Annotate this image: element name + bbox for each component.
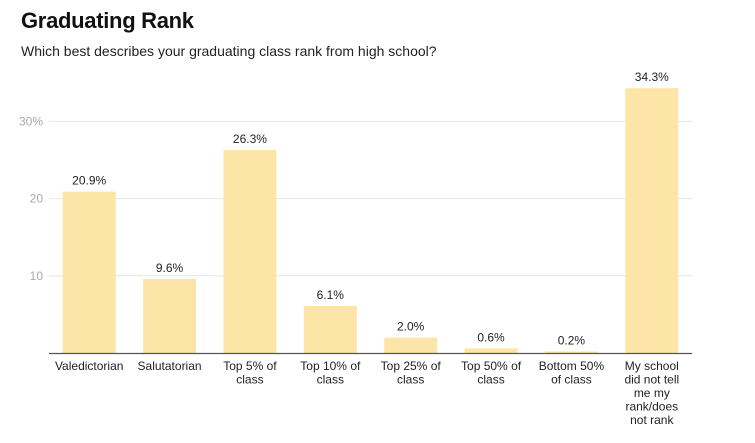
data-label: 0.2%	[558, 333, 586, 347]
data-label: 6.1%	[317, 288, 345, 302]
category-label-line: Top 50% of	[461, 359, 522, 373]
category-label-line: Top 25% of	[381, 359, 442, 373]
category-label-line: not rank	[630, 413, 674, 427]
category-label-line: Top 10% of	[300, 359, 361, 373]
category-label: Top 50% of class	[461, 359, 522, 387]
category-label-line: class	[317, 373, 344, 387]
category-label: Bottom 50% of class	[539, 359, 605, 387]
bar	[625, 88, 679, 353]
chart-title: Graduating Rank	[21, 8, 194, 33]
category-label-line: class	[477, 373, 504, 387]
category-label-line: of class	[551, 373, 592, 387]
category-label-line: rank/does	[625, 400, 678, 414]
category-label-line: Valedictorian	[55, 359, 123, 373]
category-label-line: Bottom 50%	[539, 359, 605, 373]
data-label: 2.0%	[397, 320, 425, 334]
category-label: Top 5% of class	[223, 359, 277, 387]
data-label: 20.9%	[72, 174, 106, 188]
y-tick-label: 30%	[19, 114, 43, 128]
bar	[464, 348, 518, 353]
chart-subtitle: Which best describes your graduating cla…	[21, 43, 437, 59]
bar	[62, 191, 116, 353]
category-label: My school did not tell me my rank/does not r…	[624, 359, 679, 427]
bar	[303, 305, 357, 353]
category-label-line: me my	[634, 386, 670, 400]
category-label-line: class	[236, 373, 263, 387]
category-label-line: Top 5% of	[223, 359, 277, 373]
y-tick-label: 10	[30, 269, 44, 283]
category-label: Top 10% of class	[300, 359, 361, 387]
category-label-line: class	[397, 373, 424, 387]
bar	[223, 149, 277, 353]
bar	[143, 278, 197, 353]
category-label-line: Salutatorian	[138, 359, 202, 373]
bar	[384, 337, 438, 353]
category-label-line: My school	[625, 359, 679, 373]
bar	[544, 351, 598, 353]
category-label: Top 25% of class	[381, 359, 442, 387]
category-label: Valedictorian	[55, 359, 123, 373]
category-label: Salutatorian	[138, 359, 202, 373]
y-tick-label: 20	[30, 192, 44, 206]
category-label-line: did not tell	[624, 373, 679, 387]
data-label: 9.6%	[156, 261, 184, 275]
data-label: 26.3%	[233, 132, 267, 146]
data-label: 0.6%	[477, 330, 505, 344]
data-label: 34.3%	[635, 70, 669, 84]
